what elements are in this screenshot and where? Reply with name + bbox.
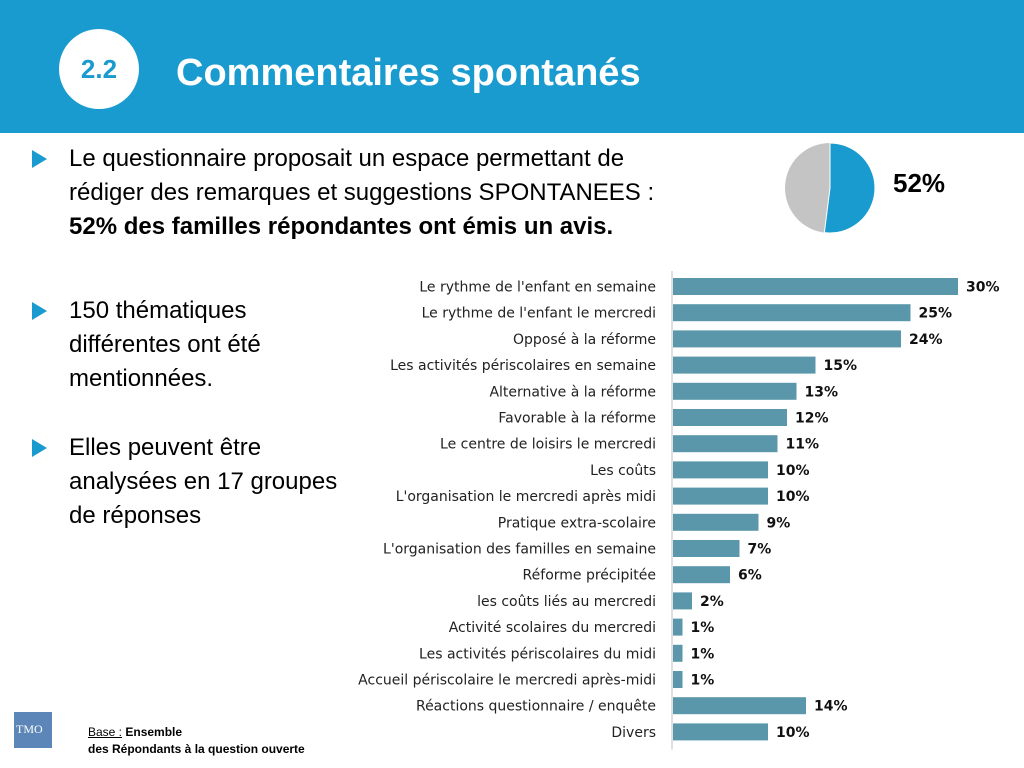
bar xyxy=(673,304,911,322)
section-number: 2.2 xyxy=(80,53,118,84)
logo-text: TMO xyxy=(16,722,43,736)
bar xyxy=(673,644,683,662)
bar-value-label: 12% xyxy=(795,411,829,427)
bar xyxy=(673,356,816,374)
bullet-1: Le questionnaire proposait un espace per… xyxy=(32,142,789,244)
bar-value-label: 10% xyxy=(776,489,810,505)
bar-value-label: 14% xyxy=(814,699,848,715)
bar xyxy=(673,592,692,610)
category-label: Activité scolaires du mercredi xyxy=(449,620,656,636)
bar-value-label: 6% xyxy=(738,568,762,584)
bar xyxy=(673,435,778,453)
bar-value-label: 13% xyxy=(805,384,839,400)
bullet-arrow-icon xyxy=(32,150,47,168)
bullet-1-line-2: rédiger des remarques et suggestions SPO… xyxy=(69,179,655,206)
category-label: L'organisation le mercredi après midi xyxy=(396,489,656,505)
bar-value-label: 10% xyxy=(776,725,810,741)
bullet-1-line-3: 52% des familles répondantes ont émis un… xyxy=(69,213,614,240)
bar-value-label: 24% xyxy=(909,332,943,348)
category-label: Pratique extra-scolaire xyxy=(498,515,656,531)
page-title: Commentaires spontanés xyxy=(176,52,641,94)
category-label: Le centre de loisirs le mercredi xyxy=(440,437,656,453)
bullet-arrow-icon xyxy=(32,439,47,457)
category-label: Réactions questionnaire / enquête xyxy=(416,699,656,715)
bullet-3-text: Elles peuvent être analysées en 17 group… xyxy=(69,434,338,529)
category-label: Le rythme de l'enfant en semaine xyxy=(419,280,656,296)
category-label: Les activités périscolaires en semaine xyxy=(390,358,656,374)
bar xyxy=(673,566,730,584)
bar-value-label: 10% xyxy=(776,463,810,479)
base-line-2: des Répondants à la question ouverte xyxy=(88,742,305,756)
bar xyxy=(673,513,759,531)
bar xyxy=(673,671,683,688)
category-label: Les activités périscolaires du midi xyxy=(419,646,656,662)
pie-value-label: 52% xyxy=(893,168,946,198)
category-label: Le rythme de l'enfant le mercredi xyxy=(422,306,656,322)
base-note: Base : Ensemble des Répondants à la ques… xyxy=(88,724,305,758)
bullet-3: Elles peuvent être analysées en 17 group… xyxy=(32,431,344,533)
bar xyxy=(673,618,683,636)
bullet-2-text: 150 thématiques différentes ont été ment… xyxy=(69,297,261,392)
bar xyxy=(673,540,740,557)
bar-value-label: 2% xyxy=(700,594,724,610)
bar xyxy=(673,330,901,348)
category-label: L'organisation des familles en semaine xyxy=(383,542,656,558)
category-label: Divers xyxy=(611,725,656,741)
bar-value-label: 9% xyxy=(767,515,791,531)
bar-chart: Le rythme de l'enfant en semaine 30% Le ry… xyxy=(358,271,1000,750)
bar-value-label: 1% xyxy=(691,646,715,662)
header-banner: 2.2 Commentaires spontanés xyxy=(0,0,1024,133)
category-label: les coûts liés au mercredi xyxy=(477,594,656,610)
pie-slice-main xyxy=(823,142,876,234)
tmo-logo: TMO xyxy=(14,712,52,748)
bar xyxy=(673,697,806,715)
pie-chart xyxy=(785,142,876,234)
bar xyxy=(673,723,768,741)
bar-value-label: 30% xyxy=(966,280,1000,296)
bullet-2: 150 thématiques différentes ont été ment… xyxy=(32,294,329,396)
category-label: Opposé à la réforme xyxy=(513,332,656,348)
base-line-1: Ensemble xyxy=(122,725,183,739)
bar xyxy=(673,409,787,426)
bullet-1-line-1: Le questionnaire proposait un espace per… xyxy=(69,145,625,172)
category-label: Alternative à la réforme xyxy=(489,384,656,400)
bar-value-label: 15% xyxy=(824,358,858,374)
bar xyxy=(673,382,797,400)
category-label: Les coûts xyxy=(590,463,656,479)
category-label: Accueil périscolaire le mercredi après-m… xyxy=(358,673,656,689)
section-number-badge: 2.2 xyxy=(59,29,139,109)
bar-value-label: 1% xyxy=(691,620,715,636)
bullet-arrow-icon xyxy=(32,302,47,320)
bar xyxy=(673,487,768,505)
bar xyxy=(673,461,768,479)
bar-value-label: 11% xyxy=(786,437,820,453)
bar-value-label: 1% xyxy=(691,673,715,689)
base-label: Base : xyxy=(88,725,123,739)
category-label: Favorable à la réforme xyxy=(498,411,656,427)
bar-value-label: 7% xyxy=(748,542,772,558)
bar xyxy=(673,278,958,295)
bar-value-label: 25% xyxy=(919,306,953,322)
category-label: Réforme précipitée xyxy=(523,568,656,584)
